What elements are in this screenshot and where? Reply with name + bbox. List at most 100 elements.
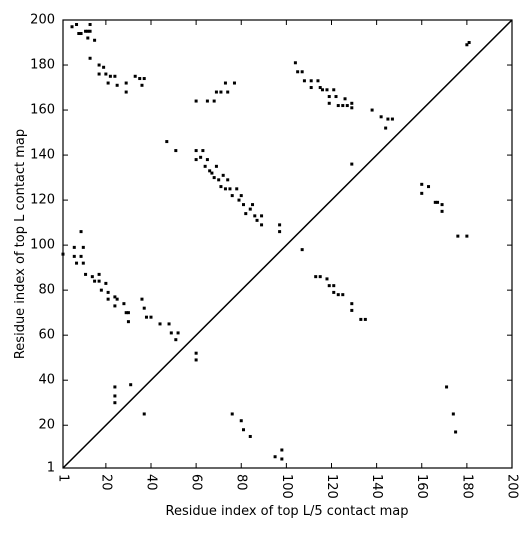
contact-point xyxy=(280,457,284,461)
contact-point xyxy=(278,223,282,227)
y-tick-label: 180 xyxy=(30,58,55,73)
contact-point xyxy=(81,245,85,249)
contact-point xyxy=(97,272,101,276)
contact-point xyxy=(201,149,205,153)
y-tick-label: 1 xyxy=(47,461,55,476)
contact-point xyxy=(332,284,336,288)
contact-point xyxy=(309,86,313,90)
contact-point xyxy=(165,140,169,144)
contact-point xyxy=(205,99,209,103)
contact-point xyxy=(133,74,137,78)
contact-point xyxy=(316,79,320,83)
contact-point xyxy=(300,248,304,252)
contact-point xyxy=(332,88,336,92)
contact-point xyxy=(221,173,225,177)
contact-point xyxy=(465,43,469,47)
contact-point xyxy=(242,203,246,207)
contact-point xyxy=(106,297,110,301)
contact-point xyxy=(106,290,110,294)
contact-point xyxy=(205,158,209,162)
y-tick-label: 120 xyxy=(30,193,55,208)
contact-point xyxy=(93,38,97,42)
contact-point xyxy=(350,106,354,110)
contact-point xyxy=(129,383,133,387)
contact-point xyxy=(350,302,354,306)
y-tick-label: 20 xyxy=(38,418,55,433)
contact-point xyxy=(81,261,85,265)
contact-point xyxy=(350,162,354,166)
contact-point xyxy=(72,245,76,249)
contact-point xyxy=(445,385,449,389)
contact-point xyxy=(219,185,223,189)
contact-point xyxy=(140,83,144,87)
contact-point xyxy=(169,331,173,335)
contact-point xyxy=(88,29,92,33)
contact-point xyxy=(84,29,88,33)
contact-point xyxy=(104,72,108,76)
y-tick-label: 80 xyxy=(38,283,55,298)
contact-point xyxy=(88,23,92,27)
x-tick-label: 120 xyxy=(324,474,339,499)
contact-point xyxy=(122,302,126,306)
contact-point xyxy=(194,158,198,162)
contact-point xyxy=(302,79,306,83)
plot-frame xyxy=(62,19,513,469)
y-tick-label: 60 xyxy=(38,328,55,343)
contact-point xyxy=(273,455,277,459)
contact-point xyxy=(77,32,81,36)
contact-point xyxy=(210,171,214,175)
contact-point xyxy=(124,81,128,85)
contact-point xyxy=(194,351,198,355)
contact-point xyxy=(253,214,257,218)
y-tick-label: 140 xyxy=(30,148,55,163)
contact-point xyxy=(199,155,203,159)
contact-point xyxy=(309,79,313,83)
contact-point xyxy=(420,182,424,186)
contact-point xyxy=(142,412,146,416)
x-tick-label: 160 xyxy=(414,474,429,499)
contact-point xyxy=(61,252,65,256)
contact-point xyxy=(93,279,97,283)
contact-point xyxy=(230,412,234,416)
contact-point xyxy=(251,203,255,207)
contact-point xyxy=(465,234,469,238)
contact-point xyxy=(194,149,198,153)
contact-point xyxy=(113,304,117,308)
contact-point xyxy=(336,293,340,297)
contact-point xyxy=(440,209,444,213)
contact-point xyxy=(194,358,198,362)
contact-point xyxy=(203,164,207,168)
y-axis-label: Residue index of top L contact map xyxy=(13,129,28,359)
contact-point xyxy=(149,315,153,319)
x-axis-label: Residue index of top L/5 contact map xyxy=(166,504,409,519)
x-tick-label: 60 xyxy=(189,474,204,491)
contact-point xyxy=(296,70,300,74)
contact-point xyxy=(138,77,142,81)
contact-point xyxy=(99,288,103,292)
contact-point xyxy=(115,83,119,87)
contact-point xyxy=(332,290,336,294)
contact-point xyxy=(280,448,284,452)
contact-point xyxy=(255,218,259,222)
contact-point xyxy=(86,29,90,33)
contact-point xyxy=(70,25,74,29)
contact-point xyxy=(336,104,340,108)
contact-point xyxy=(223,81,227,85)
contact-point xyxy=(278,230,282,234)
contact-point xyxy=(467,41,471,45)
contact-point xyxy=(334,95,338,99)
x-tick-label: 180 xyxy=(459,474,474,499)
contact-point xyxy=(363,317,367,321)
diagonal-line xyxy=(62,19,513,469)
contact-point xyxy=(420,191,424,195)
contact-point xyxy=(97,63,101,67)
contact-point xyxy=(97,279,101,283)
contact-point xyxy=(90,275,94,279)
contact-point xyxy=(232,81,236,85)
contact-point xyxy=(126,320,130,324)
contact-point xyxy=(219,90,223,94)
contact-point xyxy=(102,65,106,69)
contact-point xyxy=(451,412,455,416)
contact-point xyxy=(226,90,230,94)
contact-point xyxy=(359,317,363,321)
